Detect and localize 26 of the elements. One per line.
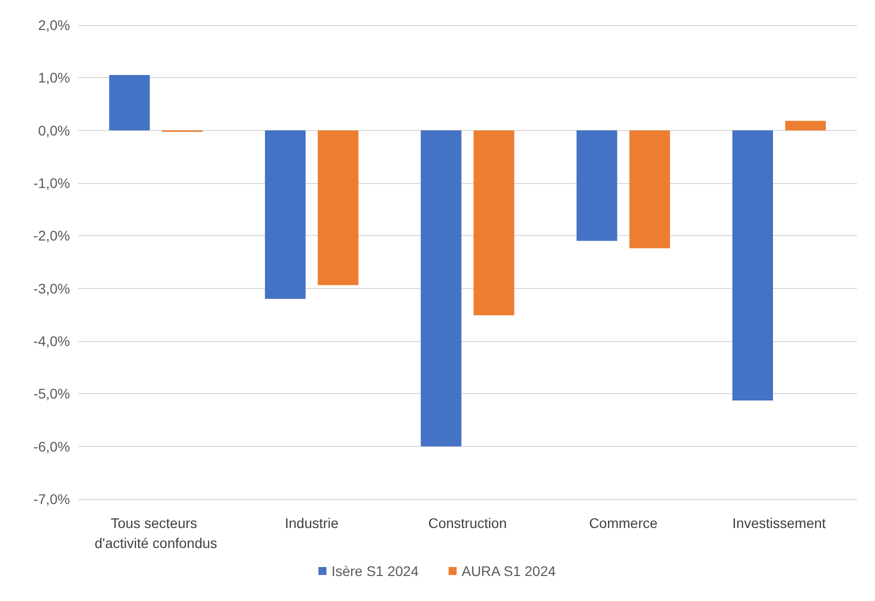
y-tick-label: 0,0% xyxy=(38,122,70,138)
bar xyxy=(109,75,150,130)
y-tick-label: -4,0% xyxy=(33,333,70,349)
y-tick-label: -6,0% xyxy=(33,438,70,454)
bar xyxy=(420,130,462,446)
bar xyxy=(474,130,514,316)
bar xyxy=(264,130,306,299)
y-tick-label: -5,0% xyxy=(33,386,70,402)
y-tick-label: -2,0% xyxy=(33,228,70,244)
bar xyxy=(318,130,358,286)
bar xyxy=(629,130,670,248)
y-tick-label: 2,0% xyxy=(38,17,70,33)
x-tick-label: Industrie xyxy=(284,515,339,531)
x-tick-label: Tous secteurs d'activité confondus xyxy=(94,515,218,551)
bar xyxy=(732,130,774,401)
y-tick-label: -1,0% xyxy=(33,175,70,191)
y-tick-label: -7,0% xyxy=(33,491,70,507)
y-tick-label: 1,0% xyxy=(38,70,70,86)
legend-label: AURA S1 2024 xyxy=(462,563,556,579)
bar xyxy=(785,120,826,130)
y-tick-label: -3,0% xyxy=(33,280,70,296)
bar xyxy=(576,130,618,241)
x-tick-label: Commerce xyxy=(589,515,658,531)
x-tick-label: Construction xyxy=(428,515,507,531)
legend-label: Isère S1 2024 xyxy=(331,563,419,579)
x-tick-label: Investissement xyxy=(732,515,826,531)
